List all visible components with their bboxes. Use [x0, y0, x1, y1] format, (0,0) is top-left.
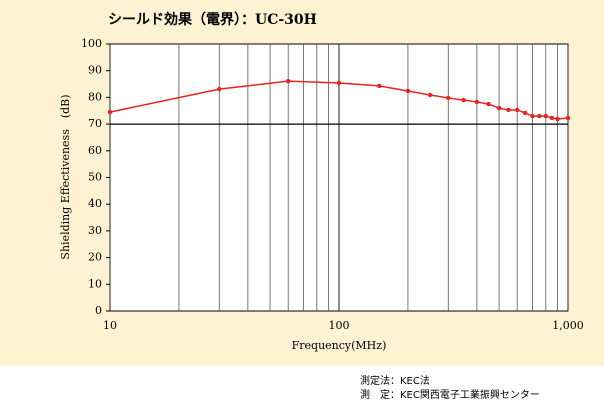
data-point	[537, 113, 542, 119]
data-point	[461, 97, 466, 103]
note: 測 定：KEC関西電子工業振興センター	[360, 388, 540, 401]
data-point	[514, 107, 520, 113]
y-tick-label: 0	[95, 304, 102, 317]
data-point	[506, 107, 511, 113]
y-tick-label: 50	[88, 171, 102, 184]
data-point	[549, 115, 555, 121]
y-tick-label: 30	[88, 224, 102, 237]
x-axis-label: Frequency(MHz)	[292, 339, 387, 352]
data-point	[496, 105, 502, 111]
data-point	[474, 99, 480, 105]
chart-title: シールド効果（電界）：UC-30H	[108, 11, 317, 28]
y-tick-label: 20	[88, 251, 102, 264]
data-point	[486, 101, 491, 107]
y-tick-label: 70	[88, 117, 102, 130]
x-tick-label: 1,000	[552, 319, 584, 332]
data-point	[555, 116, 560, 122]
y-axis-label: Shielding Effectiveness (dB)	[59, 94, 72, 259]
x-tick-label: 10	[103, 319, 117, 332]
data-point	[530, 113, 535, 119]
data-point	[405, 88, 411, 94]
footer-background	[0, 366, 604, 402]
data-point	[217, 86, 222, 92]
note: 測定法：KEC法	[360, 374, 430, 387]
data-point	[377, 83, 382, 89]
y-tick-label: 90	[88, 64, 102, 77]
data-point	[336, 80, 342, 86]
x-tick-label: 100	[329, 319, 350, 332]
y-tick-label: 100	[81, 37, 102, 50]
y-tick-label: 80	[88, 90, 102, 103]
data-point	[427, 92, 433, 98]
y-tick-label: 60	[88, 144, 102, 157]
y-tick-label: 10	[88, 277, 102, 290]
data-point	[522, 110, 528, 116]
data-point	[446, 95, 451, 101]
y-tick-label: 40	[88, 197, 102, 210]
data-point	[285, 78, 291, 84]
data-point	[543, 113, 549, 119]
data-point	[107, 109, 113, 115]
data-point	[565, 115, 571, 121]
